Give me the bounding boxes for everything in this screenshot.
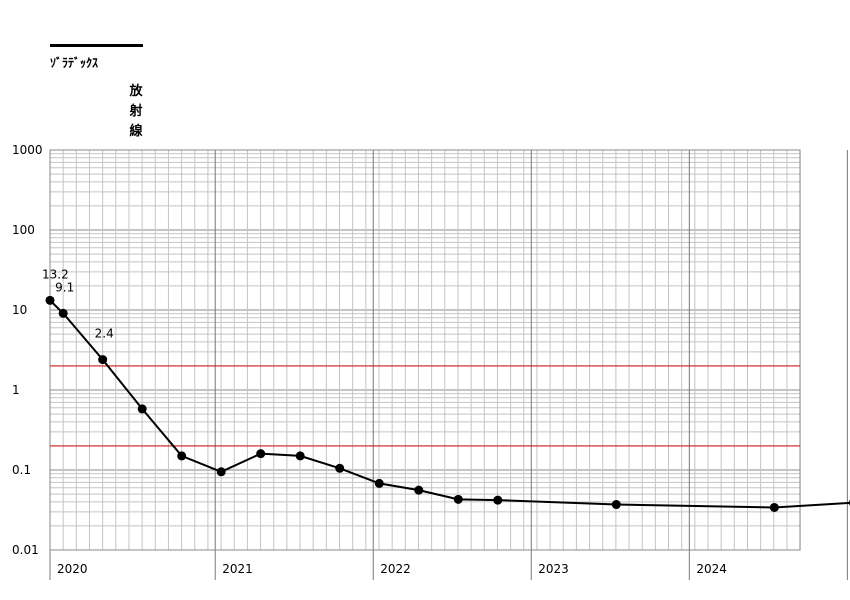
data-point (177, 451, 187, 461)
data-point (45, 295, 55, 305)
x-tick-label: 2021 (222, 562, 253, 576)
y-tick-label: 10 (12, 303, 27, 317)
data-point (414, 485, 424, 495)
data-point (335, 463, 345, 473)
series-line (49, 299, 850, 509)
data-point (453, 494, 463, 504)
data-label: 13.2 (42, 267, 69, 281)
x-tick-label: 2022 (380, 562, 411, 576)
data-point (493, 495, 503, 505)
plot-frame (49, 149, 801, 551)
legend-label: ｿﾞﾗﾃﾞｯｸｽ (50, 56, 99, 70)
data-point (295, 451, 305, 461)
data-point (256, 449, 266, 459)
data-label: 2.4 (95, 327, 114, 341)
data-point (374, 478, 384, 488)
x-tick-label: 2023 (538, 562, 569, 576)
y-axis-label: 放射線 (129, 84, 143, 139)
y-tick-label: 1000 (12, 143, 43, 157)
y-tick-label: 0.01 (12, 543, 39, 557)
data-label: 9.1 (55, 280, 74, 294)
data-point (137, 404, 147, 414)
data-point (769, 502, 779, 512)
data-point (611, 500, 621, 510)
data-point (58, 308, 68, 318)
x-tick-label: 2024 (696, 562, 727, 576)
data-point (98, 355, 108, 365)
y-tick-label: 1 (12, 383, 20, 397)
data-point (216, 467, 226, 477)
x-tick-label: 2020 (57, 562, 88, 576)
y-tick-label: 0.1 (12, 463, 31, 477)
y-tick-label: 100 (12, 223, 35, 237)
legend-line-swatch (50, 44, 143, 47)
